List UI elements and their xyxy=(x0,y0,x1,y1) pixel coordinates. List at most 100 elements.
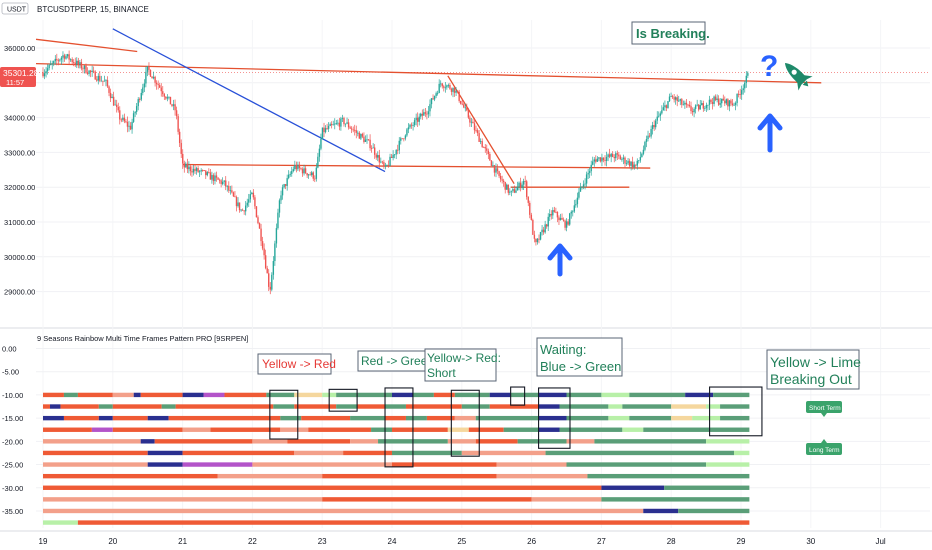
rainbow-segment xyxy=(405,415,427,421)
rainbow-segment xyxy=(357,404,386,409)
rainbow-segment xyxy=(426,415,455,421)
callout-yellow-red-short[interactable]: Yellow-> Red: Short xyxy=(424,348,501,382)
highlight-box xyxy=(709,386,763,437)
rainbow-segment xyxy=(566,415,609,421)
candle-body xyxy=(79,62,81,65)
rainbow-segment xyxy=(587,473,750,479)
candle-body xyxy=(215,175,218,178)
candle-body xyxy=(381,161,384,163)
candle-body xyxy=(254,197,256,207)
rainbow-segment xyxy=(147,462,183,467)
rainbow-segment xyxy=(336,404,358,409)
candle-body xyxy=(433,96,436,100)
candle-body xyxy=(86,72,89,74)
candle-body xyxy=(410,124,413,126)
candle-body xyxy=(538,238,540,240)
candle-body xyxy=(312,172,314,179)
time-tick-label: 24 xyxy=(388,537,397,546)
candle-body xyxy=(238,202,241,211)
candle-body xyxy=(484,147,486,149)
breaking-callout[interactable]: Is Breaking. xyxy=(631,21,710,45)
candle-body xyxy=(228,185,230,191)
candle-body xyxy=(459,100,462,104)
candle-body xyxy=(294,165,296,170)
candle-body xyxy=(625,163,628,165)
candle-body xyxy=(292,169,295,172)
candle-body xyxy=(154,76,156,83)
callout-waiting[interactable]: Waiting: Blue -> Green xyxy=(536,337,623,377)
candle-body xyxy=(598,157,600,159)
candle-body xyxy=(59,59,61,61)
candle-body xyxy=(527,196,529,203)
candle-body xyxy=(745,75,748,83)
short-term-tag: Short Term xyxy=(806,401,842,417)
candle-body xyxy=(77,60,80,65)
candle-body xyxy=(653,125,655,128)
rainbow-segment xyxy=(203,392,225,398)
time-tick-label: 21 xyxy=(178,537,187,546)
rainbow-segment xyxy=(601,497,750,502)
candle-body xyxy=(387,164,390,166)
candle-body xyxy=(641,153,643,158)
candle-body xyxy=(178,131,181,143)
candle-body xyxy=(687,104,689,106)
candle-body xyxy=(435,93,437,97)
rainbow-segment xyxy=(161,404,176,409)
rainbow-segment xyxy=(671,404,707,409)
candle-body xyxy=(550,213,552,216)
rainbow-segment xyxy=(140,439,155,444)
candle-body xyxy=(280,195,282,201)
candle-body xyxy=(149,69,152,77)
rainbow-segment xyxy=(112,415,148,421)
candle-body xyxy=(593,159,595,162)
countdown-value: 11:57 xyxy=(6,78,24,87)
candle-body xyxy=(509,191,511,193)
rainbow-segment xyxy=(566,392,602,398)
rainbow-segment xyxy=(112,392,134,398)
price-tick-label: 34000.00 xyxy=(4,114,35,123)
rainbow-segment xyxy=(692,415,721,421)
candle-body xyxy=(530,214,533,220)
candle-body xyxy=(685,102,688,105)
rainbow-segment xyxy=(538,392,567,398)
candle-body xyxy=(631,161,634,168)
candle-body xyxy=(119,110,121,120)
time-tick-label: 20 xyxy=(108,537,117,546)
candle-body xyxy=(452,87,454,92)
rainbow-segment xyxy=(350,439,379,444)
callout-red-green[interactable]: Red -> Green xyxy=(357,350,434,372)
callout-yellow-lime[interactable]: Yellow -> Lime Breaking Out xyxy=(766,349,861,390)
candle-body xyxy=(688,104,691,107)
candle-body xyxy=(492,165,494,166)
candle-body xyxy=(714,96,717,101)
candle-body xyxy=(251,192,253,195)
candle-body xyxy=(155,82,158,85)
rainbow-segment xyxy=(343,450,392,456)
candle-body xyxy=(231,190,233,193)
candle-body xyxy=(473,123,476,131)
candle-body xyxy=(315,167,318,179)
candle-body xyxy=(200,170,202,172)
rainbow-segment xyxy=(447,427,469,432)
candle-body xyxy=(552,210,554,216)
callout-yellow-red[interactable]: Yellow -> Red xyxy=(257,353,336,375)
indicator-tick-label: -5.00 xyxy=(2,368,19,377)
rainbow-rows xyxy=(43,392,750,525)
rainbow-segment xyxy=(77,392,113,398)
indicator-axis[interactable]: 0.00 -5.00 -10.00 -15.00 -20.00 -25.00 -30.00 -… xyxy=(2,345,23,516)
candle-body xyxy=(727,99,729,107)
rainbow-segment xyxy=(133,392,141,398)
candle-body xyxy=(722,98,724,101)
candle-body xyxy=(416,117,419,122)
candle-body xyxy=(539,232,542,240)
rainbow-segment xyxy=(475,439,518,444)
candle-body xyxy=(576,197,579,205)
candle-body xyxy=(418,116,420,122)
candle-body xyxy=(241,209,244,211)
candle-body xyxy=(163,94,166,97)
time-axis[interactable]: 19 20 21 22 23 24 25 26 27 28 29 30 Jul xyxy=(39,537,886,546)
currency-badge[interactable]: USDT xyxy=(1,2,29,15)
candle-body xyxy=(622,157,625,160)
candle-body xyxy=(255,206,258,218)
